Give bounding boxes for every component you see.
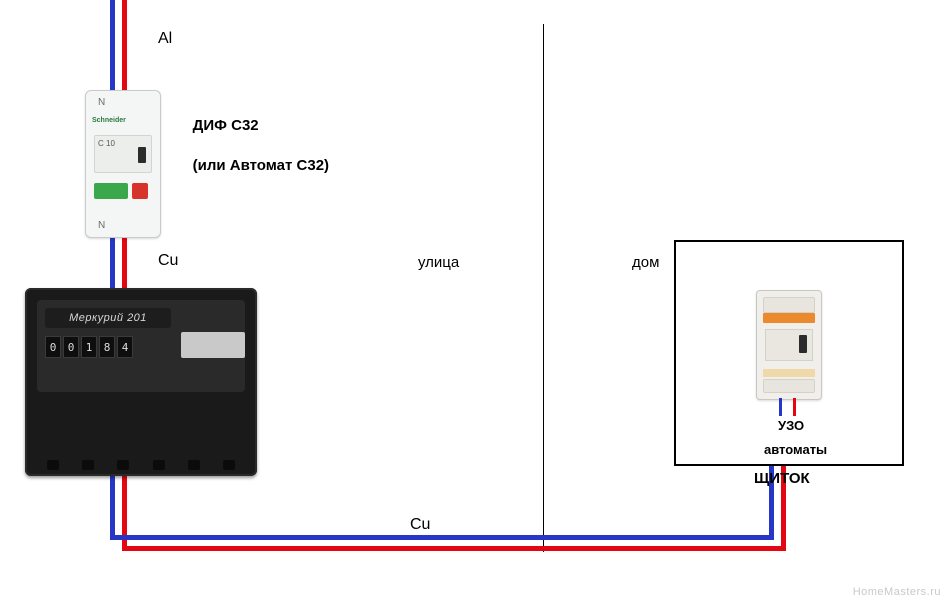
dif-green-block	[94, 183, 128, 199]
uzo-toggle	[799, 335, 807, 353]
watermark: HomeMasters.ru	[853, 586, 941, 598]
dif-bottom-marker: N	[98, 220, 105, 231]
uzo-head	[763, 297, 815, 313]
wire-run-h-neutral	[110, 535, 774, 540]
label-street: улица	[418, 254, 459, 271]
label-cu-top: Cu	[158, 252, 178, 270]
meter-digit: 1	[81, 336, 97, 358]
region-divider	[543, 24, 544, 552]
label-house: дом	[632, 254, 659, 271]
uzo-device	[756, 290, 822, 400]
diagram-canvas: N Schneider C 10 N Меркурий 201 0 0 1 8 …	[0, 0, 947, 600]
meter-brand-label: Меркурий 201	[45, 308, 171, 328]
meter-digits: 0 0 1 8 4	[45, 336, 133, 358]
label-al: Al	[158, 30, 172, 48]
label-uzo: УЗО	[778, 418, 804, 433]
wire-run-h-phase	[122, 546, 786, 551]
dif-brand-label: Schneider	[92, 117, 126, 124]
wire-meter-down-neutral	[110, 476, 115, 540]
energy-meter: Меркурий 201 0 0 1 8 4	[25, 288, 257, 476]
meter-digit: 4	[117, 336, 133, 358]
uzo-band	[763, 369, 815, 377]
dif-toggle	[138, 147, 146, 163]
meter-plate	[181, 332, 245, 358]
wire-uzo-tail-neutral	[779, 398, 782, 416]
dif-breaker: N Schneider C 10 N	[85, 90, 161, 238]
label-cu-bottom: Cu	[410, 516, 430, 534]
dif-red-block	[132, 183, 148, 199]
meter-digit: 0	[45, 336, 61, 358]
wire-dif-meter-neutral	[110, 236, 115, 290]
label-dif-title-line2: (или Автомат С32)	[193, 157, 329, 174]
meter-digit: 0	[63, 336, 79, 358]
dif-top-marker: N	[98, 97, 105, 108]
wire-top-in-phase	[122, 0, 127, 90]
meter-terminals	[47, 460, 235, 470]
meter-digit: 8	[99, 336, 115, 358]
dif-rating-label: C 10	[98, 139, 115, 148]
label-dif-title-line1: ДИФ С32	[193, 117, 259, 134]
uzo-orange-label	[763, 313, 815, 323]
wire-top-in-neutral	[110, 0, 115, 90]
label-panel: ЩИТОК	[754, 470, 810, 487]
label-dif-title: ДИФ С32 (или Автомат С32)	[176, 96, 329, 196]
label-breakers: автоматы	[764, 442, 827, 457]
uzo-foot	[763, 379, 815, 393]
wire-uzo-tail-phase	[793, 398, 796, 416]
wire-dif-meter-phase	[122, 236, 127, 290]
